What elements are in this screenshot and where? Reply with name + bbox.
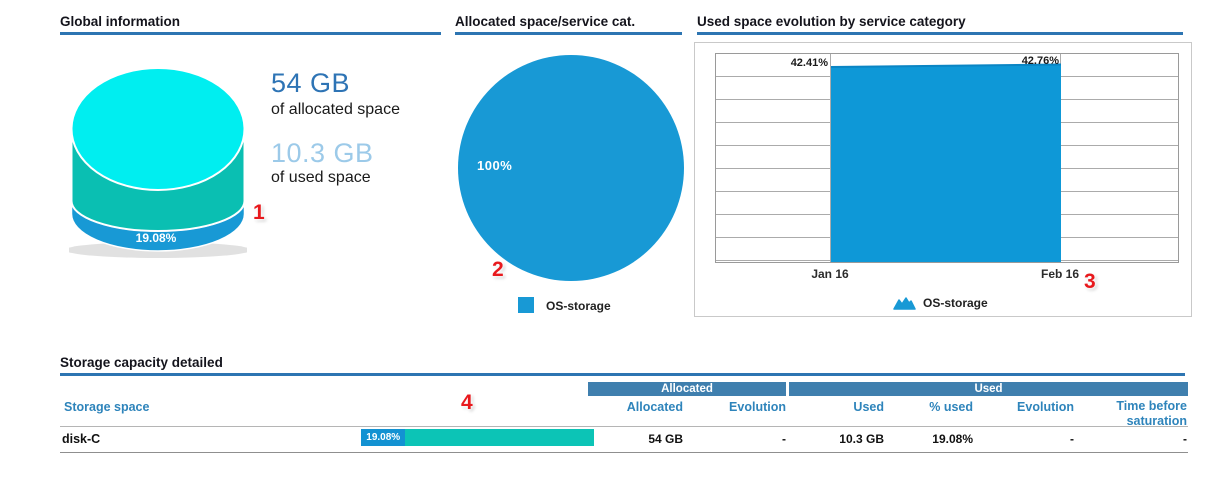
pie-slice-label: 100% (477, 158, 513, 173)
point-label-jan: 42.41% (790, 57, 828, 69)
cell-used: 10.3 GB (839, 432, 884, 446)
allocated-space-value: 54 GB (271, 68, 351, 98)
gridline-jan (830, 54, 831, 262)
evolution-chart-panel: 42.41% 42.76% Jan 16 Feb 16 OS-storage (694, 42, 1192, 317)
x-axis-label-feb: Feb 16 (1040, 267, 1079, 281)
allocated-space-caption: of allocated space (271, 101, 400, 118)
callout-1: 1 (253, 201, 265, 224)
used-space-value: 10.3 GB (271, 138, 374, 168)
cell-time-before-saturation: - (1183, 432, 1187, 446)
cell-pct-used: 19.08% (932, 432, 973, 446)
cylinder-used-pct-label: 19.08% (136, 231, 177, 245)
allocated-space-title: Allocated space/service cat. (455, 14, 682, 35)
area-legend-label[interactable]: OS-storage (923, 296, 988, 310)
used-space-caption: of used space (271, 169, 371, 186)
column-header-used[interactable]: Used (853, 400, 884, 414)
os-storage-area-series[interactable] (716, 54, 1178, 262)
cell-used-evolution: - (1070, 432, 1074, 446)
callout-3: 3 (1084, 270, 1096, 293)
used-space-evolution-title: Used space evolution by service category (697, 14, 1183, 35)
row-top-border (60, 426, 1188, 427)
callout-4: 4 (461, 391, 473, 414)
table-row-storage-space-name[interactable]: disk-C (62, 432, 101, 446)
storage-capacity-title: Storage capacity detailed (60, 355, 1185, 376)
usage-progress-used-segment: 19.08% (361, 429, 406, 446)
column-header-allocated-evolution[interactable]: Evolution (729, 400, 786, 414)
allocated-pie-slice[interactable] (458, 55, 684, 281)
cell-allocated-evolution: - (782, 432, 786, 446)
callout-2: 2 (492, 258, 504, 281)
column-header-used-evolution[interactable]: Evolution (1017, 400, 1074, 414)
group-header-used: Used (789, 382, 1188, 396)
usage-progress-free-segment (405, 429, 594, 446)
point-label-feb: 42.76% (1021, 55, 1059, 67)
storage-cylinder-gauge: 19.08% (69, 67, 247, 258)
x-axis-label-jan: Jan 16 (811, 267, 849, 281)
column-header-allocated[interactable]: Allocated (626, 400, 683, 414)
column-header-pct-used[interactable]: % used (929, 400, 973, 414)
usage-progress-bar[interactable]: 19.08% (361, 429, 594, 446)
evolution-chart-plot-area[interactable]: 42.41% 42.76% (715, 53, 1179, 263)
global-information-title: Global information (60, 14, 441, 35)
area-legend-icon[interactable] (893, 296, 916, 310)
cell-allocated: 54 GB (648, 432, 683, 446)
row-bottom-border (60, 452, 1188, 453)
column-header-storage-space[interactable]: Storage space (64, 400, 150, 414)
pie-legend-label[interactable]: OS-storage (546, 299, 611, 313)
group-header-allocated: Allocated (588, 382, 786, 396)
pie-legend-swatch-icon[interactable] (518, 297, 534, 313)
column-header-time-before-saturation[interactable]: Time before saturation (1116, 399, 1187, 428)
